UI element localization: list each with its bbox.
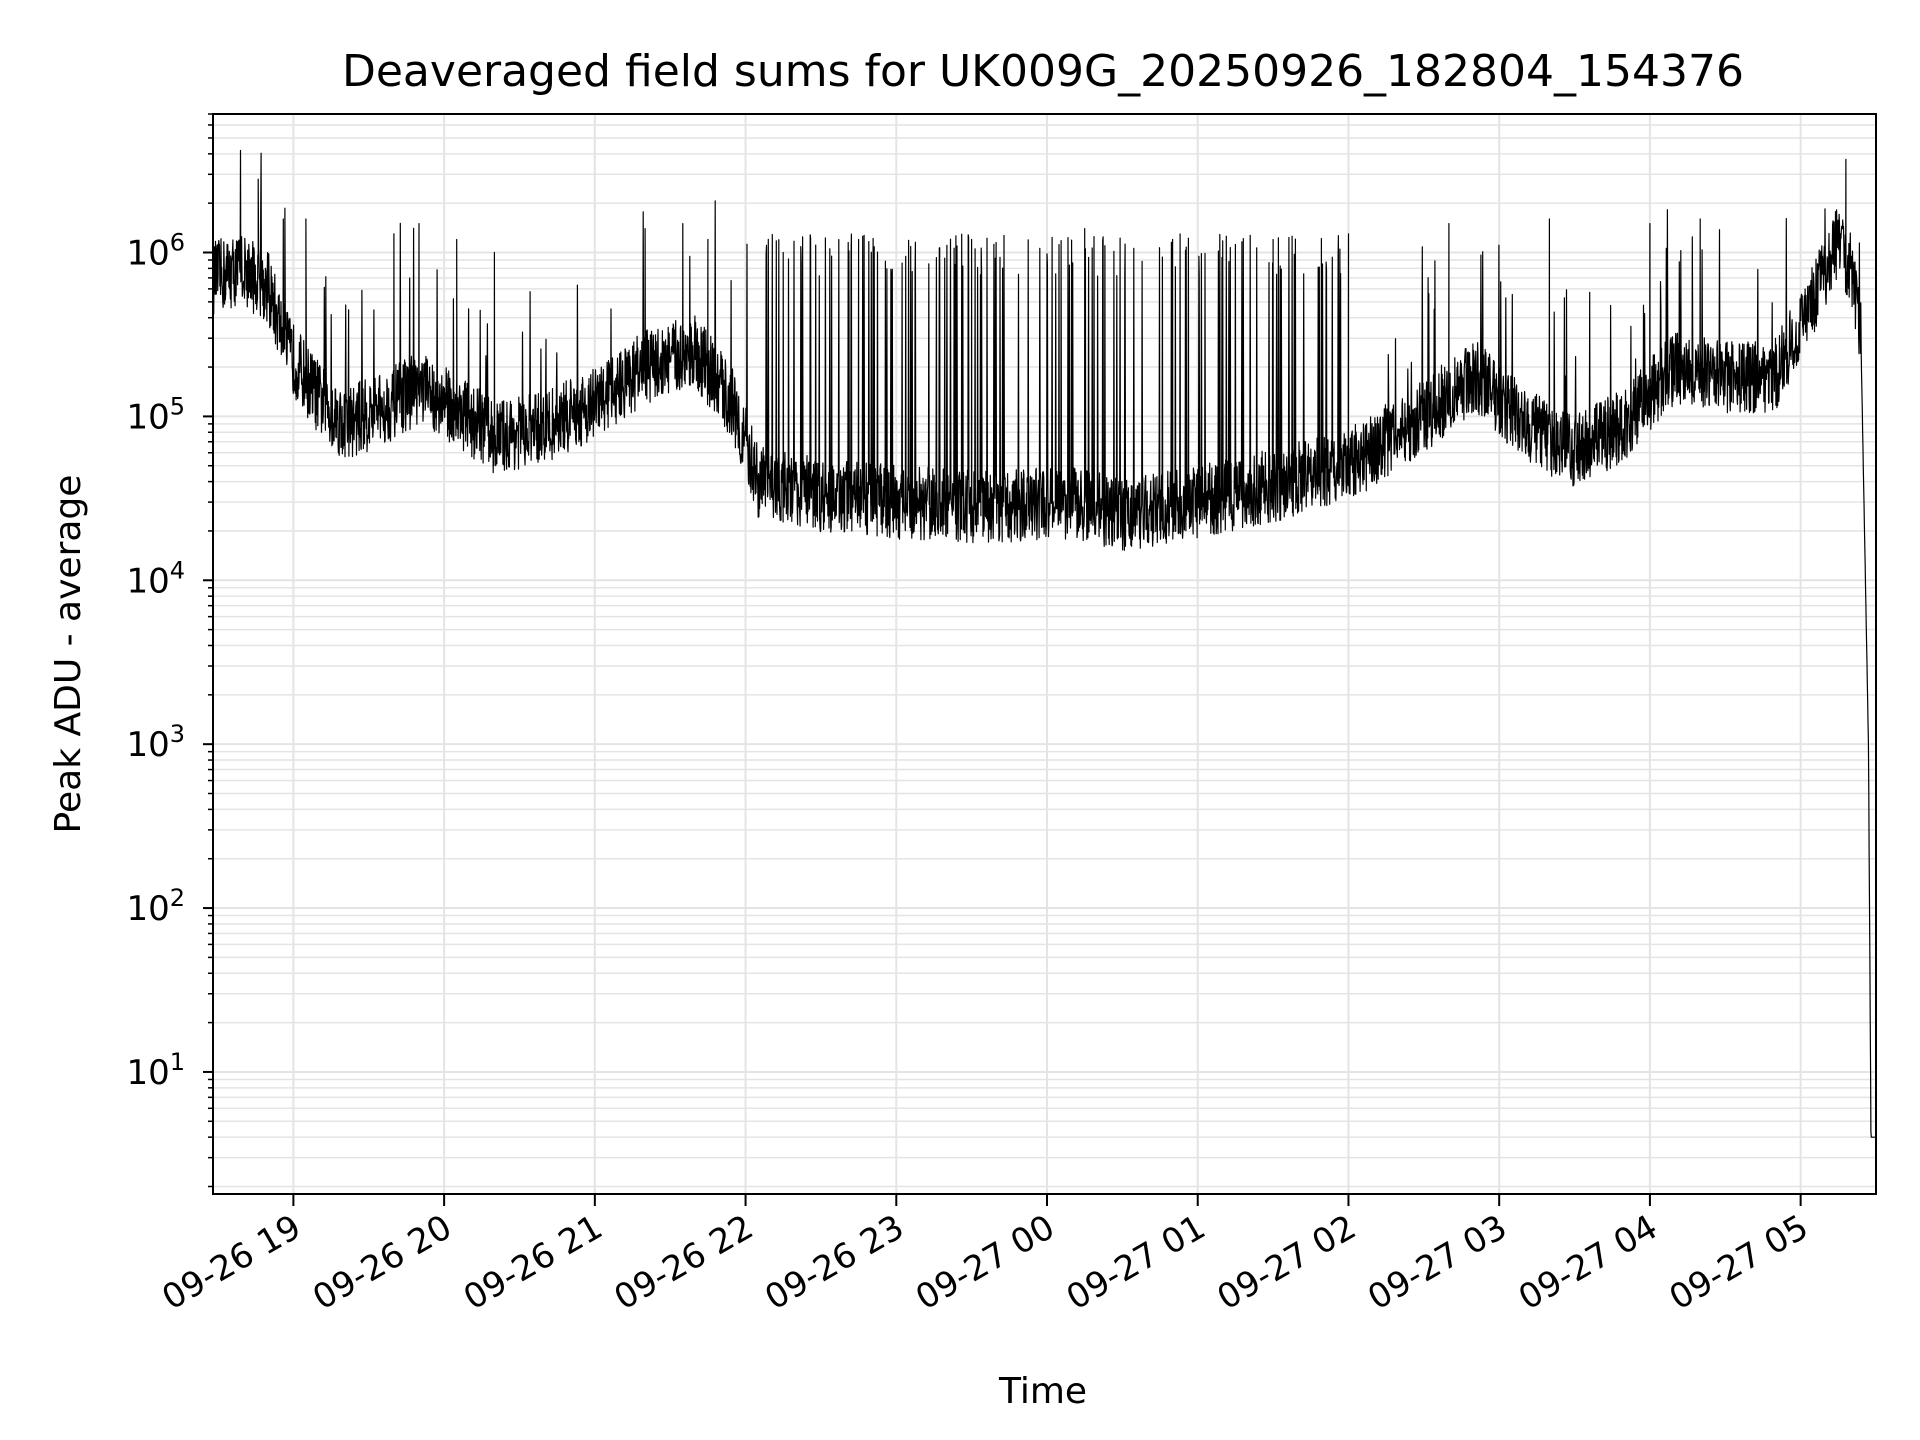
y-tick-label: 101 (126, 1048, 185, 1093)
y-tick-label: 106 (126, 229, 185, 274)
series-line (212, 149, 1877, 1138)
y-tick-label: 104 (126, 556, 185, 601)
x-axis-label: Time (998, 1371, 1087, 1412)
y-tick-label: 103 (126, 720, 185, 765)
plot-frame (212, 113, 1877, 1195)
y-axis-label: Peak ADU - average (48, 475, 89, 834)
y-tick-label: 105 (126, 392, 185, 437)
y-tick-label: 102 (126, 884, 185, 929)
chart-title: Deaveraged field sums for UK009G_2025092… (342, 46, 1744, 97)
y-axis: 101 102 103 104 105 106 (126, 113, 213, 1188)
series-layer (212, 149, 1877, 1138)
